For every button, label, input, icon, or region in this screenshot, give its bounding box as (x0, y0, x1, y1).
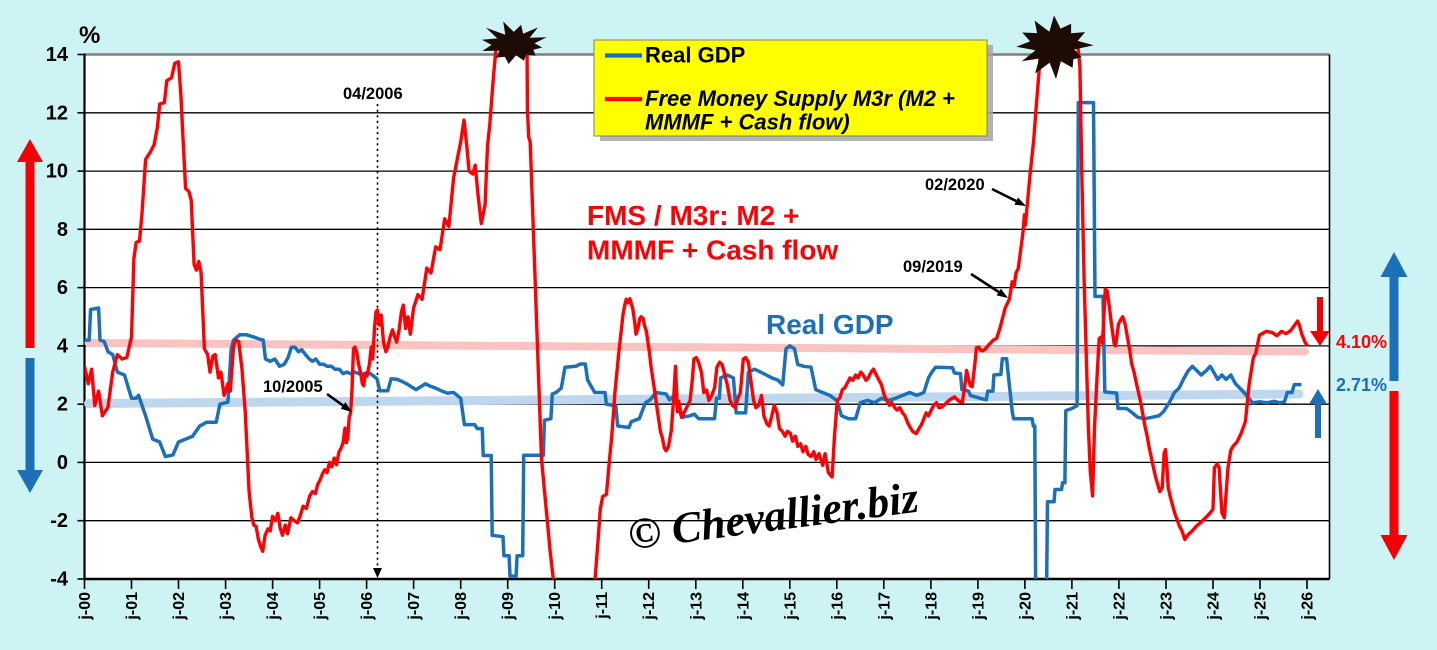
svg-text:j-12: j-12 (641, 592, 658, 621)
svg-text:j-18: j-18 (923, 592, 940, 621)
svg-text:-2: -2 (50, 510, 68, 532)
svg-text:2.71%: 2.71% (1336, 375, 1387, 395)
svg-text:j-15: j-15 (782, 592, 799, 621)
svg-text:j-23: j-23 (1159, 592, 1176, 621)
svg-text:j-25: j-25 (1253, 592, 1270, 621)
svg-text:10: 10 (46, 161, 68, 183)
svg-text:09/2019: 09/2019 (903, 258, 963, 276)
svg-text:j-22: j-22 (1111, 592, 1128, 621)
svg-text:-4: -4 (50, 569, 69, 591)
svg-text:j-24: j-24 (1206, 592, 1223, 621)
svg-text:Free Money Supply M3r (M2 +: Free Money Supply M3r (M2 + (645, 86, 955, 111)
svg-text:Real GDP: Real GDP (645, 43, 745, 68)
svg-text:2: 2 (57, 394, 68, 416)
svg-text:j-13: j-13 (688, 592, 705, 621)
svg-text:4.10%: 4.10% (1336, 332, 1387, 352)
svg-text:j-09: j-09 (500, 592, 517, 621)
svg-text:MMMF + Cash flow: MMMF + Cash flow (587, 235, 838, 266)
svg-text:j-10: j-10 (547, 592, 564, 621)
svg-text:j-20: j-20 (1017, 592, 1034, 621)
svg-text:j-14: j-14 (735, 592, 752, 621)
svg-text:FMS / M3r: M2 +: FMS / M3r: M2 + (587, 200, 799, 231)
svg-text:j-01: j-01 (124, 592, 141, 621)
svg-text:0: 0 (57, 452, 68, 474)
svg-text:j-08: j-08 (453, 592, 470, 621)
svg-text:%: % (79, 22, 100, 49)
svg-text:j-05: j-05 (312, 592, 329, 621)
svg-text:8: 8 (57, 219, 68, 241)
svg-text:j-26: j-26 (1300, 592, 1317, 621)
svg-text:j-07: j-07 (406, 592, 423, 621)
svg-text:j-00: j-00 (77, 592, 94, 621)
svg-text:10/2005: 10/2005 (263, 378, 323, 396)
svg-text:j-03: j-03 (218, 592, 235, 621)
svg-text:Real GDP: Real GDP (766, 309, 894, 340)
svg-text:MMMF + Cash flow): MMMF + Cash flow) (645, 110, 850, 135)
svg-text:j-17: j-17 (876, 592, 893, 621)
svg-text:12: 12 (46, 102, 68, 124)
svg-text:j-21: j-21 (1064, 592, 1081, 621)
svg-text:04/2006: 04/2006 (343, 85, 403, 103)
svg-text:j-04: j-04 (265, 592, 282, 621)
svg-text:02/2020: 02/2020 (925, 176, 985, 194)
svg-text:j-16: j-16 (829, 592, 846, 621)
svg-text:j-11: j-11 (594, 592, 611, 620)
svg-text:j-06: j-06 (359, 592, 376, 621)
svg-text:j-02: j-02 (171, 592, 188, 621)
svg-text:j-19: j-19 (970, 592, 987, 621)
svg-text:4: 4 (57, 335, 69, 357)
svg-text:14: 14 (46, 44, 69, 66)
svg-text:6: 6 (57, 277, 68, 299)
